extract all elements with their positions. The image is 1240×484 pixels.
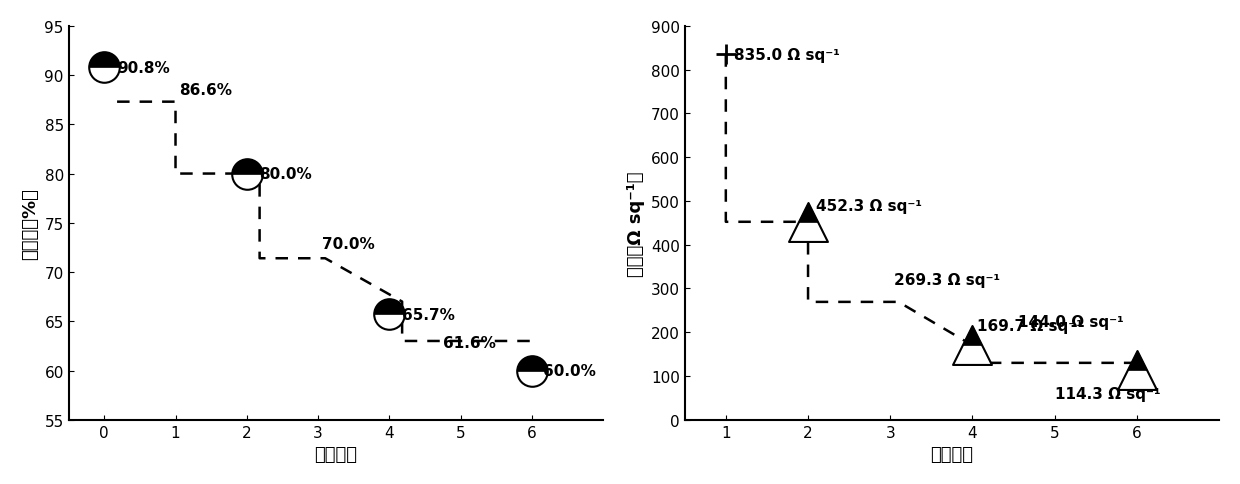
Y-axis label: 方阵（Ω sq⁻¹）: 方阵（Ω sq⁻¹） <box>627 171 645 276</box>
Text: 60.0%: 60.0% <box>543 363 595 378</box>
Y-axis label: 透光率（%）: 透光率（%） <box>21 187 38 259</box>
X-axis label: 印刷层数: 印刷层数 <box>315 445 357 463</box>
Text: 65.7%: 65.7% <box>402 307 455 322</box>
Text: 70.0%: 70.0% <box>321 237 374 252</box>
Text: 269.3 Ω sq⁻¹: 269.3 Ω sq⁻¹ <box>894 272 1001 287</box>
Text: 61.6%: 61.6% <box>443 335 496 350</box>
Text: 86.6%: 86.6% <box>179 83 232 98</box>
Text: 80.0%: 80.0% <box>259 166 312 182</box>
Text: 114.3 Ω sq⁻¹: 114.3 Ω sq⁻¹ <box>1055 386 1161 401</box>
Text: 90.8%: 90.8% <box>117 60 170 76</box>
Text: 452.3 Ω sq⁻¹: 452.3 Ω sq⁻¹ <box>816 198 923 213</box>
Text: 169.7 Ω sq⁻¹: 169.7 Ω sq⁻¹ <box>977 318 1083 333</box>
Text: 835.0 Ω sq⁻¹: 835.0 Ω sq⁻¹ <box>734 48 839 62</box>
Text: 144.0 Ω sq⁻¹: 144.0 Ω sq⁻¹ <box>1018 314 1123 329</box>
X-axis label: 印刷层数: 印刷层数 <box>930 445 973 463</box>
